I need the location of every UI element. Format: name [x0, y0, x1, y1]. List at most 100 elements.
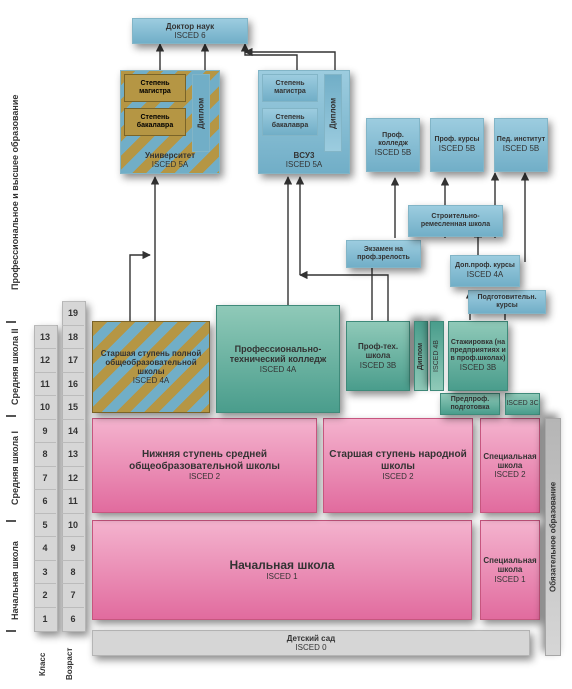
label-higher-ed: Профессиональное и высшее образование — [10, 20, 20, 290]
age-cell: 9 — [62, 536, 84, 560]
uni-mag: Степень магистра — [124, 74, 186, 102]
primary-label: Начальная школа — [229, 559, 334, 573]
grade-cell: 2 — [34, 583, 56, 607]
grade-cell: 9 — [34, 419, 56, 443]
prep-label: Подготовительн. курсы — [469, 294, 545, 310]
vsuz-bach: Степень бакалавра — [262, 108, 318, 136]
vsuz-diplom-label: Диплом — [328, 97, 337, 128]
upp-tech-isced: ISCED 4A — [260, 365, 296, 374]
prevoc-isced-box: ISCED 3C — [505, 393, 540, 415]
kinder-label: Детский сад — [287, 634, 336, 643]
age-cell: 17 — [62, 348, 84, 372]
age-cell: 18 — [62, 325, 84, 349]
upp-tech-label: Профессионально-технический колледж — [217, 344, 339, 365]
grade-cell: 12 — [34, 348, 56, 372]
label-sec2: Средняя школа II — [10, 325, 20, 405]
label-primary: Начальная школа — [10, 530, 20, 620]
diplom-strip-label: Диплом — [417, 342, 425, 369]
primary-spec-isced: ISCED 1 — [494, 575, 525, 584]
age-cell: 15 — [62, 395, 84, 419]
lowsec-label: Нижняя ступень средней общеобразовательн… — [93, 449, 316, 472]
ped-isced: ISCED 5B — [503, 144, 539, 153]
vsuz-bach-label: Степень бакалавра — [263, 114, 317, 130]
primary-box: Начальная школа ISCED 1 — [92, 520, 472, 620]
age-cell: 14 — [62, 419, 84, 443]
upp-voc-box: Проф-тех. школа ISCED 3B — [346, 321, 410, 391]
label-klass: Класс — [38, 636, 47, 676]
uni-bach-label: Степень бакалавра — [125, 114, 185, 130]
grade-cell: 10 — [34, 395, 56, 419]
lowsec-spec-label: Специальная школа — [481, 452, 539, 470]
grade-cell: 6 — [34, 489, 56, 513]
age-cell: 7 — [62, 583, 84, 607]
grade-cell: 8 — [34, 442, 56, 466]
kindergarten-box: Детский сад ISCED 0 — [92, 630, 530, 656]
intern-box: Стажировка (на предприятиях и в проф.шко… — [448, 321, 508, 391]
folk-isced: ISCED 2 — [382, 472, 413, 481]
doc-box: Доктор наук ISCED 6 — [132, 18, 248, 44]
vsuz-isced: ISCED 5A — [286, 160, 322, 169]
upp-voc-isced: ISCED 3B — [360, 361, 396, 370]
age-cell: 13 — [62, 442, 84, 466]
grade-cell: 11 — [34, 372, 56, 396]
intern-label: Стажировка (на предприятиях и в проф.шко… — [449, 339, 507, 363]
label-age: Возраст — [65, 636, 74, 680]
lowsec-spec-isced: ISCED 2 — [494, 470, 525, 479]
age-cell: 10 — [62, 513, 84, 537]
upp-gen-isced: ISCED 4A — [133, 376, 169, 385]
grade-cell: 13 — [34, 325, 56, 349]
age-cell: 16 — [62, 372, 84, 396]
upp-tech-box: Профессионально-технический колледж ISCE… — [216, 305, 340, 413]
isced4b-strip: ISCED 4B — [430, 321, 444, 391]
exam-label: Экзамен на проф.зрелость — [347, 246, 420, 262]
diplom-strip: Диплом — [414, 321, 428, 391]
prep-box: Подготовительн. курсы — [468, 290, 546, 314]
grade-cell: 5 — [34, 513, 56, 537]
age-cell: 11 — [62, 489, 84, 513]
prof-college-label: Проф. колледж — [367, 132, 419, 148]
ped-label: Пед. институт — [497, 136, 545, 144]
folk-label: Старшая ступень народной школы — [324, 449, 472, 472]
vsuz-name: BCУ3 — [294, 151, 315, 160]
vsuz-diplom: Диплом — [324, 74, 342, 152]
grade-cell: 4 — [34, 536, 56, 560]
craft-label: Строительно-ремесленная школа — [409, 213, 502, 229]
ped-box: Пед. институт ISCED 5B — [494, 118, 548, 172]
upp-voc-label: Проф-тех. школа — [347, 342, 409, 360]
vsuz-mag-label: Степень магистра — [263, 80, 317, 96]
prof-courses-box: Проф. курсы ISCED 5B — [430, 118, 484, 172]
prof-courses-label: Проф. курсы — [434, 136, 479, 144]
doc-isced: ISCED 6 — [174, 31, 205, 40]
intern-isced: ISCED 3B — [460, 363, 496, 372]
uni-mag-label: Степень магистра — [125, 80, 185, 96]
grade-cell: 7 — [34, 466, 56, 490]
vsuz-mag: Степень магистра — [262, 74, 318, 102]
uni-bach: Степень бакалавра — [124, 108, 186, 136]
exam-box: Экзамен на проф.зрелость — [346, 240, 421, 268]
isced4b-label: ISCED 4B — [433, 340, 441, 372]
age-cell: 19 — [62, 301, 84, 325]
lowsec-spec-box: Специальная школа ISCED 2 — [480, 418, 540, 513]
folk-box: Старшая ступень народной школы ISCED 2 — [323, 418, 473, 513]
prof-college-box: Проф. колледж ISCED 5B — [366, 118, 420, 172]
grade-cell: 1 — [34, 607, 56, 631]
uni-name: Университет — [145, 151, 195, 160]
prof-courses-isced: ISCED 5B — [439, 144, 475, 153]
primary-isced: ISCED 1 — [266, 572, 297, 581]
age-cell: 6 — [62, 607, 84, 631]
primary-spec-label: Специальная школа — [481, 556, 539, 574]
addprof-label: Доп.проф. курсы — [455, 262, 515, 270]
prevoc-isced: ISCED 3C — [506, 400, 538, 408]
kinder-isced: ISCED 0 — [295, 643, 326, 652]
lowsec-box: Нижняя ступень средней общеобразовательн… — [92, 418, 317, 513]
doc-label: Доктор наук — [166, 22, 214, 31]
prof-college-isced: ISCED 5B — [375, 148, 411, 157]
uni-diplom-label: Диплом — [196, 97, 205, 128]
uni-diplom: Диплом — [192, 74, 210, 152]
addprof-box: Доп.проф. курсы ISCED 4A — [450, 255, 520, 287]
compulsory-label: Обязательное образование — [548, 482, 557, 592]
age-cell: 8 — [62, 560, 84, 584]
upp-gen-box: Старшая ступень полной общеобразовательн… — [92, 321, 210, 413]
age-cell: 12 — [62, 466, 84, 490]
addprof-isced: ISCED 4A — [467, 270, 503, 279]
